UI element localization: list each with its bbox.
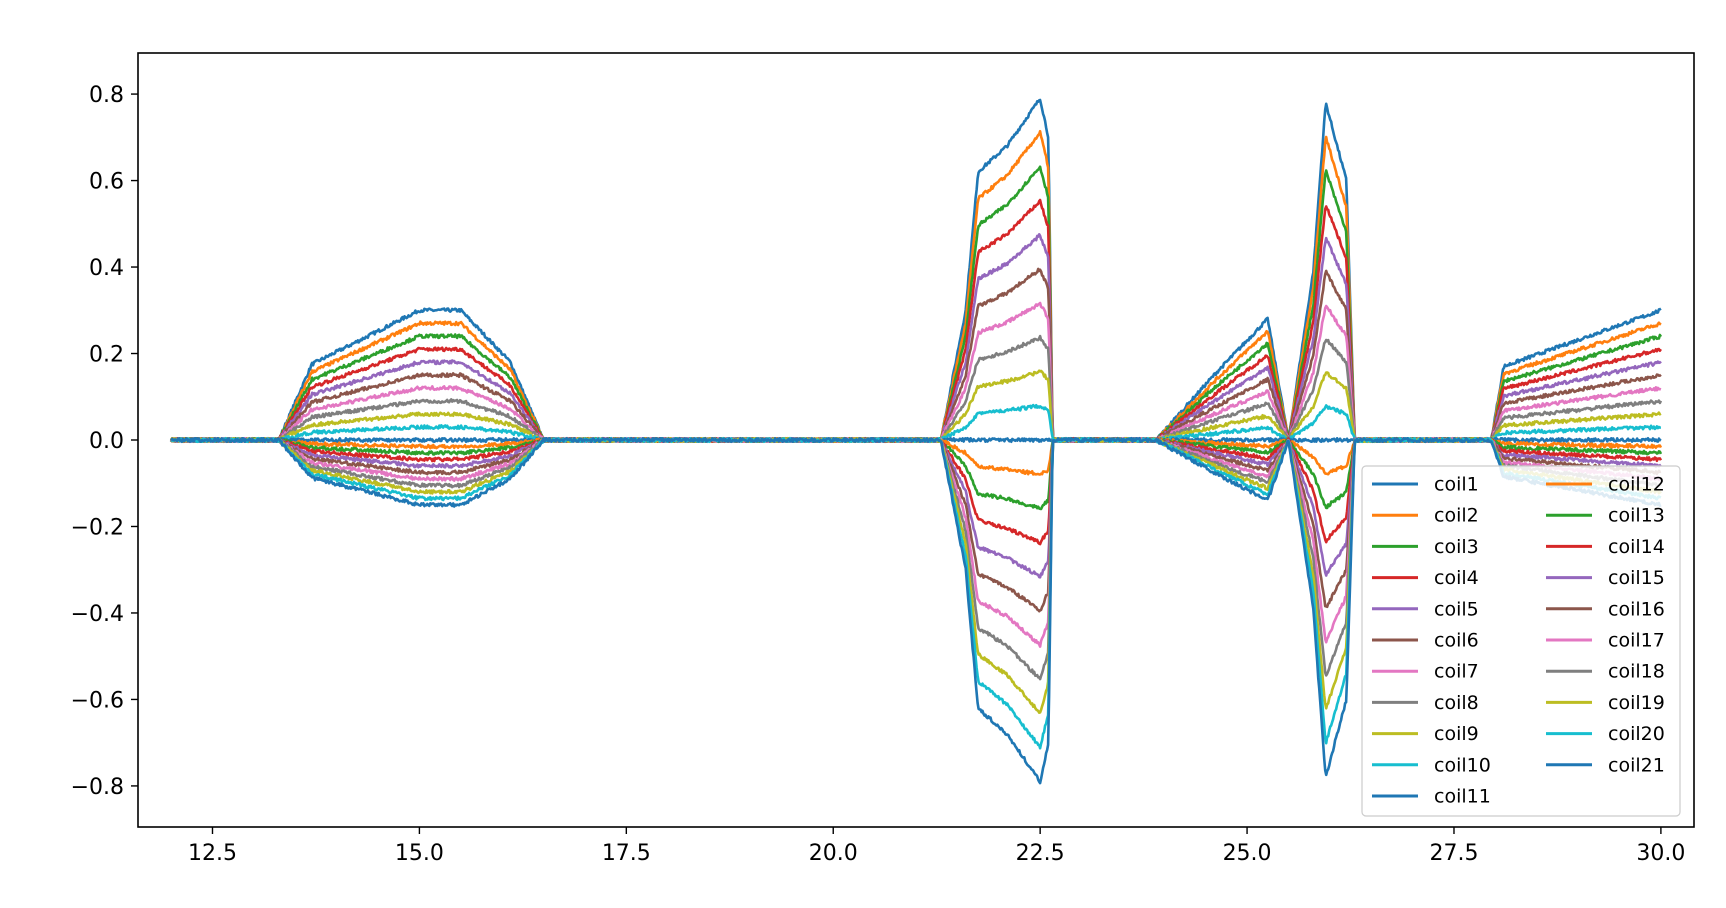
legend-label: coil7 bbox=[1434, 661, 1479, 683]
legend-label: coil15 bbox=[1608, 567, 1665, 589]
series-line-coil21 bbox=[170, 437, 1662, 785]
legend-label: coil14 bbox=[1608, 536, 1665, 558]
legend-label: coil18 bbox=[1608, 661, 1665, 683]
legend-label: coil13 bbox=[1608, 505, 1665, 527]
legend-label: coil19 bbox=[1608, 692, 1665, 714]
y-tick-label: 0.2 bbox=[89, 343, 124, 368]
x-tick-label: 27.5 bbox=[1429, 841, 1478, 866]
legend-label: coil20 bbox=[1608, 723, 1665, 745]
legend-label: coil2 bbox=[1434, 505, 1479, 527]
y-tick-label: 0.8 bbox=[89, 83, 124, 108]
series-layer bbox=[169, 98, 1663, 785]
legend-label: coil21 bbox=[1608, 754, 1665, 776]
legend-label: coil11 bbox=[1434, 786, 1491, 808]
y-axis: 0.8 0.6 0.4 0.2 0.0 −0.2 −0.4 −0.6 −0.8 bbox=[71, 83, 138, 800]
x-tick-label: 30.0 bbox=[1636, 841, 1685, 866]
legend-label: coil6 bbox=[1434, 630, 1479, 652]
legend-label: coil10 bbox=[1434, 754, 1491, 776]
legend-label: coil5 bbox=[1434, 598, 1479, 620]
legend-label: coil9 bbox=[1434, 723, 1479, 745]
y-tick-label: 0.4 bbox=[89, 256, 124, 281]
y-tick-label: −0.2 bbox=[71, 515, 124, 540]
y-tick-label: −0.8 bbox=[71, 775, 124, 800]
y-tick-label: −0.6 bbox=[71, 688, 124, 713]
x-axis: 12.5 15.0 17.5 20.0 22.5 25.0 27.5 30.0 bbox=[188, 827, 1685, 866]
legend-box bbox=[1361, 465, 1681, 817]
y-tick-label: 0.0 bbox=[89, 429, 124, 454]
legend-label: coil17 bbox=[1608, 630, 1665, 652]
x-tick-label: 22.5 bbox=[1016, 841, 1065, 866]
legend-label: coil16 bbox=[1608, 598, 1665, 620]
x-tick-label: 12.5 bbox=[188, 841, 237, 866]
x-tick-label: 25.0 bbox=[1223, 841, 1272, 866]
legend: coil1 coil2 coil3 coil4 coil5 coil6 coil7 coil8… bbox=[1361, 465, 1681, 817]
x-tick-label: 15.0 bbox=[395, 841, 444, 866]
legend-label: coil8 bbox=[1434, 692, 1479, 714]
legend-label: coil3 bbox=[1434, 536, 1479, 558]
legend-label: coil1 bbox=[1434, 474, 1479, 496]
x-tick-label: 17.5 bbox=[602, 841, 651, 866]
x-tick-label: 20.0 bbox=[809, 841, 858, 866]
y-tick-label: 0.6 bbox=[89, 170, 124, 195]
legend-label: coil4 bbox=[1434, 567, 1479, 589]
legend-label: coil12 bbox=[1608, 474, 1665, 496]
y-tick-label: −0.4 bbox=[71, 602, 124, 627]
